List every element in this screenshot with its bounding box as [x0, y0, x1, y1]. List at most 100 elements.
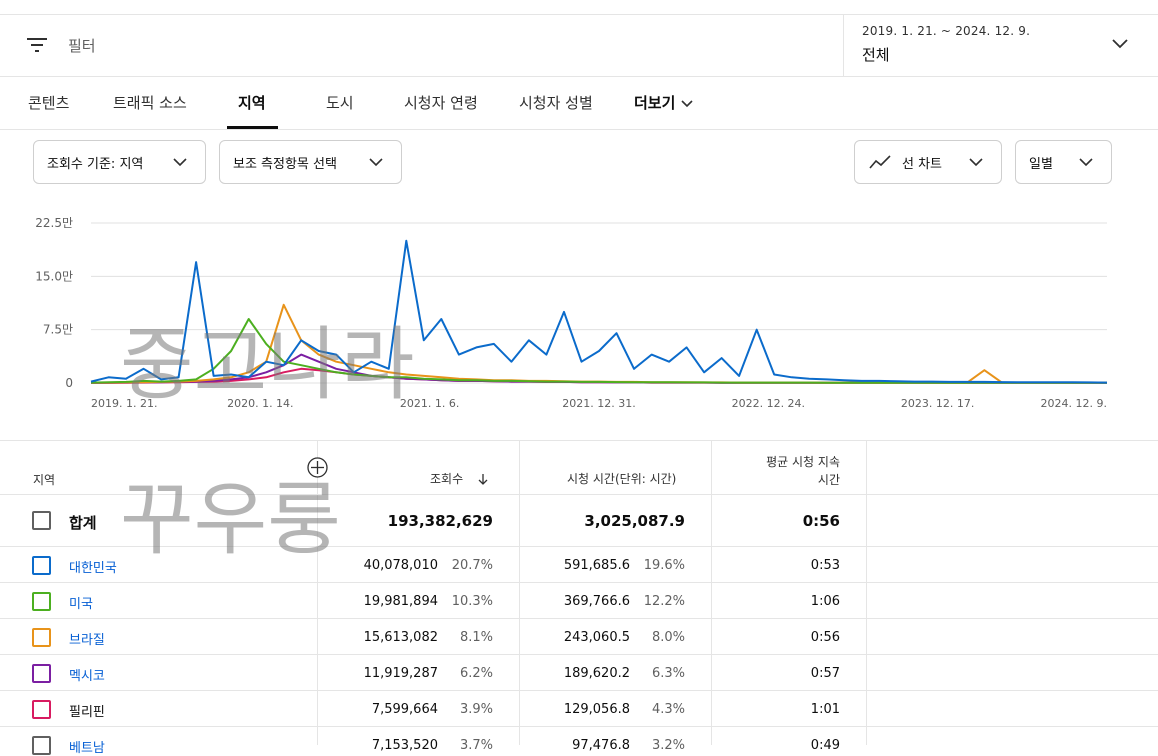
chevron-down-icon: [969, 158, 983, 167]
watch-time-value: 129,056.8: [563, 702, 630, 717]
watch-time-value: 591,685.6: [563, 558, 630, 573]
y-tick-label: 7.5만: [43, 323, 73, 337]
views-value: 40,078,010: [363, 558, 438, 573]
avg-duration-value: 0:56: [810, 630, 840, 645]
x-tick-label: 2020. 1. 14.: [227, 397, 293, 410]
row-divider: [0, 654, 1158, 655]
region-name-link[interactable]: 베트남: [69, 741, 105, 756]
row-checkbox[interactable]: [32, 592, 51, 611]
views-line-chart: 22.5만 15.0만 7.5만 0 2019. 1. 21. 2020. 1. 14. 2…: [35, 216, 1108, 410]
watch-time-percent: 3.2%: [651, 738, 685, 753]
filter-input[interactable]: 필터: [68, 37, 96, 55]
tab-geography[interactable]: 지역: [238, 94, 266, 112]
report-tabs: 콘텐츠 트래픽 소스 지역 도시 시청자 연령 시청자 성별 더보기: [0, 78, 1158, 130]
region-name-link[interactable]: 브라질: [69, 633, 105, 648]
tab-city[interactable]: 도시: [326, 94, 354, 112]
region-name-link[interactable]: 미국: [69, 597, 93, 612]
chevron-down-icon: [1079, 158, 1093, 167]
row-divider: [0, 582, 1158, 583]
row-checkbox[interactable]: [32, 556, 51, 575]
header-views[interactable]: 조회수: [430, 470, 489, 487]
y-tick-label: 22.5만: [35, 216, 73, 230]
views-percent: 3.9%: [459, 702, 493, 717]
date-period-text: 전체: [862, 46, 890, 64]
x-tick-label: 2022. 12. 24.: [732, 397, 805, 410]
views-value: 19,981,894: [363, 594, 438, 609]
arrow-down-icon: [478, 474, 488, 485]
metric-selector-label: 조회수 기준: 지역: [47, 157, 144, 172]
row-checkbox[interactable]: [32, 700, 51, 719]
tab-viewer-gender[interactable]: 시청자 성별: [519, 94, 593, 112]
views-value: 15,613,082: [363, 630, 438, 645]
watch-time-percent: 12.2%: [643, 594, 685, 609]
metric-selector[interactable]: 조회수 기준: 지역: [33, 140, 206, 184]
chevron-down-icon: [1112, 39, 1128, 49]
avg-duration-value: 0:57: [810, 666, 840, 681]
column-divider: [711, 441, 712, 745]
y-tick-label: 0: [65, 376, 73, 390]
header-avg-duration[interactable]: 평균 시청 지속 시간: [712, 453, 840, 489]
chevron-down-icon: [681, 99, 693, 107]
filter-bar: 필터 2019. 1. 21. ~ 2024. 12. 9. 전체: [0, 14, 1158, 77]
row-divider: [0, 726, 1158, 727]
watch-time-percent: 19.6%: [643, 558, 685, 573]
views-percent: 6.2%: [459, 666, 493, 681]
region-name-link[interactable]: 멕시코: [69, 669, 105, 684]
watch-time-percent: 4.3%: [651, 702, 685, 717]
watch-time-percent: 8.0%: [651, 630, 685, 645]
region-table: 지역 조회수 시청 시간(단위: 시간) 평균 시청 지속 시간 합계 193,…: [0, 440, 1158, 756]
region-name-link[interactable]: 필리핀: [69, 705, 105, 720]
total-avg-duration: 0:56: [802, 512, 840, 530]
chevron-down-icon: [369, 158, 383, 167]
x-tick-label: 2021. 1. 6.: [400, 397, 459, 410]
views-percent: 8.1%: [459, 630, 493, 645]
column-divider: [519, 441, 520, 745]
x-tick-label: 2019. 1. 21.: [91, 397, 157, 410]
header-region: 지역: [33, 473, 56, 487]
total-checkbox[interactable]: [32, 511, 51, 530]
region-name-link[interactable]: 대한민국: [69, 561, 117, 576]
date-range-selector[interactable]: 2019. 1. 21. ~ 2024. 12. 9. 전체: [843, 15, 1158, 77]
tab-traffic-source[interactable]: 트래픽 소스: [113, 94, 187, 112]
views-percent: 20.7%: [451, 558, 493, 573]
line-chart-icon: [869, 155, 891, 169]
views-percent: 3.7%: [459, 738, 493, 753]
watch-time-value: 243,060.5: [563, 630, 630, 645]
header-avg-duration-line1: 평균 시청 지속: [766, 455, 840, 469]
chart-type-selector[interactable]: 선 차트: [854, 140, 1002, 184]
x-tick-label: 2023. 12. 17.: [901, 397, 974, 410]
filter-icon[interactable]: [27, 37, 47, 53]
date-range-text: 2019. 1. 21. ~ 2024. 12. 9.: [862, 24, 1031, 38]
avg-duration-value: 1:01: [810, 702, 840, 717]
avg-duration-value: 1:06: [810, 594, 840, 609]
tab-content[interactable]: 콘텐츠: [28, 94, 70, 112]
secondary-metric-selector[interactable]: 보조 측정항목 선택: [219, 140, 402, 184]
watch-time-value: 97,476.8: [572, 738, 630, 753]
series-line-멕시코: [90, 353, 1107, 384]
row-checkbox[interactable]: [32, 664, 51, 683]
tab-more-label: 더보기: [634, 94, 676, 112]
views-value: 11,919,287: [363, 666, 438, 681]
tab-viewer-age[interactable]: 시청자 연령: [404, 94, 478, 112]
chevron-down-icon: [173, 158, 187, 167]
watch-time-percent: 6.3%: [651, 666, 685, 681]
header-watch-time[interactable]: 시청 시간(단위: 시간): [567, 472, 677, 486]
cursor-move-icon: [307, 457, 328, 478]
avg-duration-value: 0:49: [810, 738, 840, 753]
total-label: 합계: [69, 514, 97, 532]
tab-more[interactable]: 더보기: [634, 92, 693, 113]
watch-time-value: 189,620.2: [563, 666, 630, 681]
views-value: 7,153,520: [371, 738, 438, 753]
series-line-브라질: [90, 303, 1107, 384]
granularity-label: 일별: [1029, 157, 1053, 172]
total-views: 193,382,629: [387, 512, 493, 530]
column-divider: [866, 441, 867, 745]
row-checkbox[interactable]: [32, 736, 51, 755]
x-tick-label: 2024. 12. 9.: [1041, 397, 1107, 410]
series-line-미국: [90, 318, 1107, 384]
granularity-selector[interactable]: 일별: [1015, 140, 1112, 184]
avg-duration-value: 0:53: [810, 558, 840, 573]
row-checkbox[interactable]: [32, 628, 51, 647]
views-value: 7,599,664: [371, 702, 438, 717]
series-line-대한민국: [90, 239, 1108, 384]
